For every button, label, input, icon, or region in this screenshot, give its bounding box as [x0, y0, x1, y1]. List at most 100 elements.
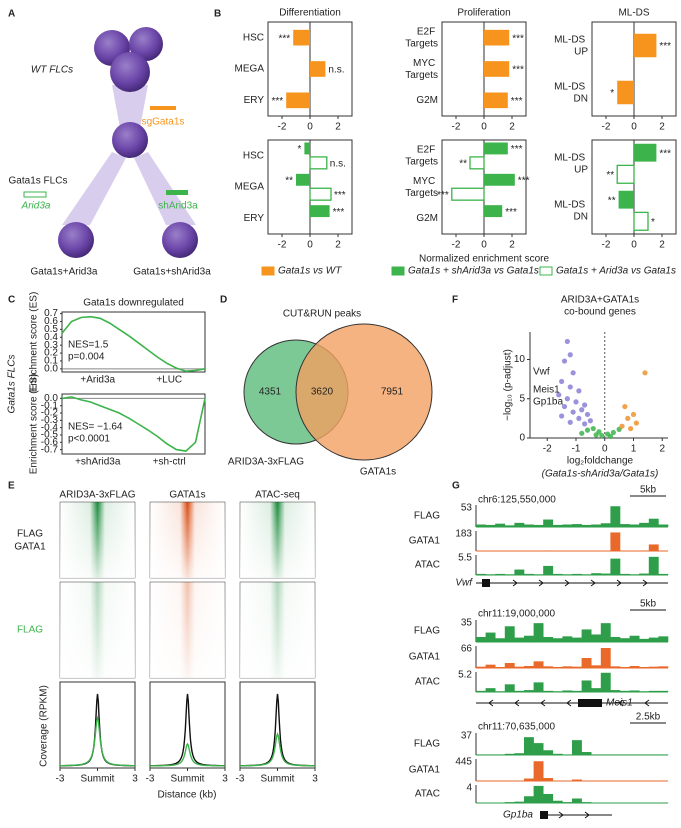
track-label: GATA1	[409, 652, 441, 663]
signal-bin	[524, 573, 534, 575]
signal-bin	[562, 636, 573, 642]
chart-title: Gata1s downregulated	[83, 298, 184, 309]
signal-bin	[533, 661, 544, 668]
track-max: 445	[455, 757, 472, 768]
profile-curve	[240, 693, 315, 767]
signal-bin	[581, 524, 592, 527]
significance: **	[285, 175, 293, 186]
significance: ***	[272, 96, 284, 107]
panel-letter: A	[8, 9, 15, 20]
annotation: NES=1.5	[68, 340, 109, 351]
signal-bin	[552, 691, 563, 692]
point	[630, 411, 637, 418]
panel-letter: F	[452, 295, 458, 306]
schematic: WT FLCs sgGata1s Gata1s FLCs Arid3a shAr…	[9, 27, 211, 278]
signal-bin	[533, 761, 544, 781]
point	[567, 419, 573, 425]
signal-bin	[524, 690, 534, 692]
signal-bin	[552, 667, 563, 668]
point	[573, 399, 579, 405]
signal-bin	[648, 556, 659, 575]
x-tick-label: 2	[509, 122, 515, 133]
set-count: 7951	[381, 387, 404, 398]
signal-bin	[639, 550, 650, 551]
point	[593, 432, 599, 438]
signal-bin	[572, 798, 582, 803]
track-label: GATA1	[409, 765, 441, 776]
signal-bin	[485, 574, 496, 575]
scale-label: 5kb	[640, 485, 657, 496]
signal-bin	[543, 750, 554, 755]
point	[590, 425, 596, 432]
signal-bin	[514, 801, 525, 803]
panel-letter: C	[8, 295, 15, 306]
signal-bin	[495, 667, 506, 668]
cell	[110, 52, 150, 92]
point	[559, 378, 565, 385]
annotation: p=0.004	[68, 352, 105, 363]
signal-bin	[476, 754, 486, 755]
shrna-icon	[166, 190, 188, 195]
signal-bin	[476, 636, 486, 642]
y-tick-label: 0.1	[44, 356, 58, 367]
legend-label: Gata1s + shArid3a vs Gata1s	[408, 266, 539, 277]
x-tick-label: -2	[602, 122, 611, 133]
legend-swatch	[539, 266, 553, 276]
bar	[634, 143, 657, 162]
x-axis-label: Normalized enrichment score	[419, 254, 549, 265]
point	[570, 409, 576, 415]
x-tick-label: -3	[56, 774, 65, 785]
column-header: GATA1s	[169, 490, 205, 501]
signal-bin	[591, 573, 602, 575]
signal-bin	[533, 682, 544, 692]
y-axis-label: Coverage (RPKM)	[39, 685, 50, 767]
x-axis-label: log₂foldchange	[567, 456, 634, 467]
track-label: FLAG	[414, 626, 440, 637]
exon	[482, 579, 490, 587]
y-tick-label: 0.5	[44, 324, 58, 335]
strand-chevron	[618, 699, 624, 707]
x-tick-label: 3	[222, 774, 228, 785]
signal-bin	[543, 565, 554, 575]
signal-bin	[476, 573, 486, 575]
category-label: MEGA	[235, 182, 265, 193]
signal-bin	[533, 524, 544, 527]
category-label: ML-DS UP	[554, 152, 588, 175]
heatmap-fade	[240, 582, 315, 678]
point	[642, 370, 648, 376]
signal-bin	[648, 754, 659, 755]
heatmap-fade	[150, 502, 225, 578]
signal-bin	[610, 666, 621, 668]
signal-bin	[504, 626, 515, 642]
heatmap-fade	[150, 582, 225, 678]
chart-title: Differentiation	[279, 8, 341, 19]
set-count: 3620	[311, 387, 334, 398]
signal-bin	[543, 690, 554, 692]
signal-bin	[629, 524, 640, 527]
y-tick-label: 0.6	[44, 316, 58, 327]
bar	[616, 164, 635, 184]
category-label: ML-DS UP	[554, 34, 588, 57]
point	[559, 413, 565, 419]
signal-bin	[620, 754, 630, 755]
y-axis-label: Enrichment score (ES)	[29, 292, 40, 393]
significance: ***	[659, 41, 671, 52]
gene-name: Gp1ba	[503, 810, 533, 821]
bar	[309, 156, 328, 170]
signal-bin	[524, 737, 534, 755]
y-tick-label: 0.0	[44, 393, 58, 404]
significance: ***	[279, 33, 291, 44]
x-tick-label: 0	[481, 240, 487, 251]
y-tick-label: 0	[519, 433, 525, 444]
gene-label: Meis1	[533, 385, 560, 396]
signal-bin	[533, 623, 544, 642]
y-tick-label: 0.3	[44, 340, 58, 351]
significance: ***	[437, 190, 449, 201]
signal-bin	[648, 544, 659, 551]
bar	[304, 142, 310, 155]
strand-chevron	[564, 579, 570, 587]
signal-bin	[600, 623, 611, 642]
signal-bin	[552, 800, 563, 803]
track-label: ATAC	[415, 677, 440, 688]
chart-title: Proliferation	[457, 8, 510, 19]
